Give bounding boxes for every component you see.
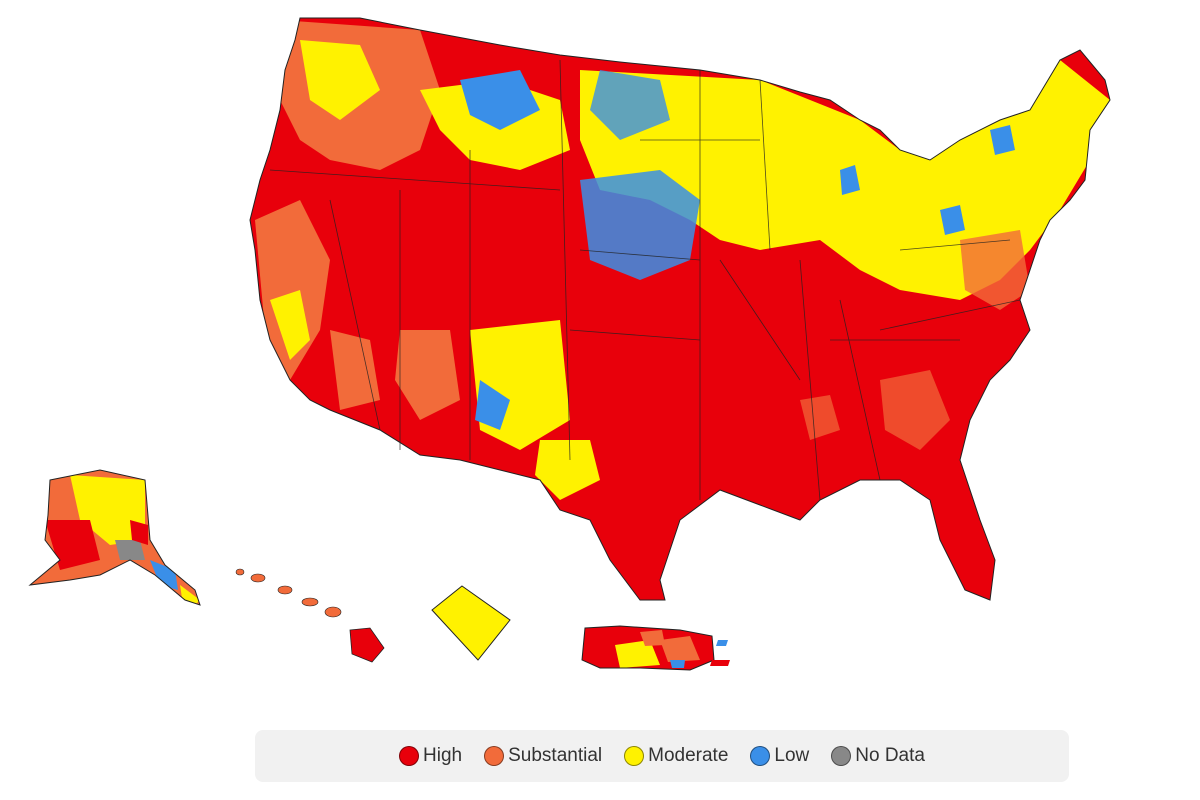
legend-item-low[interactable]: Low <box>750 745 809 767</box>
dc-region[interactable] <box>431 585 511 661</box>
legend-label-moderate: Moderate <box>648 745 729 766</box>
legend-label-low: Low <box>774 745 810 766</box>
legend-item-moderate[interactable]: Moderate <box>624 745 728 767</box>
legend-label-nodata: No Data <box>855 745 925 766</box>
nodata-swatch-icon <box>831 746 852 766</box>
substantial-swatch-icon <box>484 746 505 766</box>
legend-item-substantial[interactable]: Substantial <box>484 745 602 767</box>
legend: High Substantial Moderate Low No Data <box>255 730 1069 782</box>
contiguous-us-region[interactable] <box>240 10 1120 610</box>
high-swatch-icon <box>399 746 420 766</box>
legend-item-nodata[interactable]: No Data <box>831 745 925 767</box>
transmission-map <box>25 10 1120 674</box>
hawaii-region[interactable] <box>235 568 385 663</box>
low-swatch-icon <box>750 746 771 766</box>
legend-item-high[interactable]: High <box>399 745 462 767</box>
alaska-region[interactable] <box>25 465 205 610</box>
legend-label-high: High <box>423 745 463 766</box>
moderate-swatch-icon <box>624 746 645 766</box>
puerto-rico-region[interactable] <box>578 622 730 674</box>
legend-label-substantial: Substantial <box>508 745 603 766</box>
